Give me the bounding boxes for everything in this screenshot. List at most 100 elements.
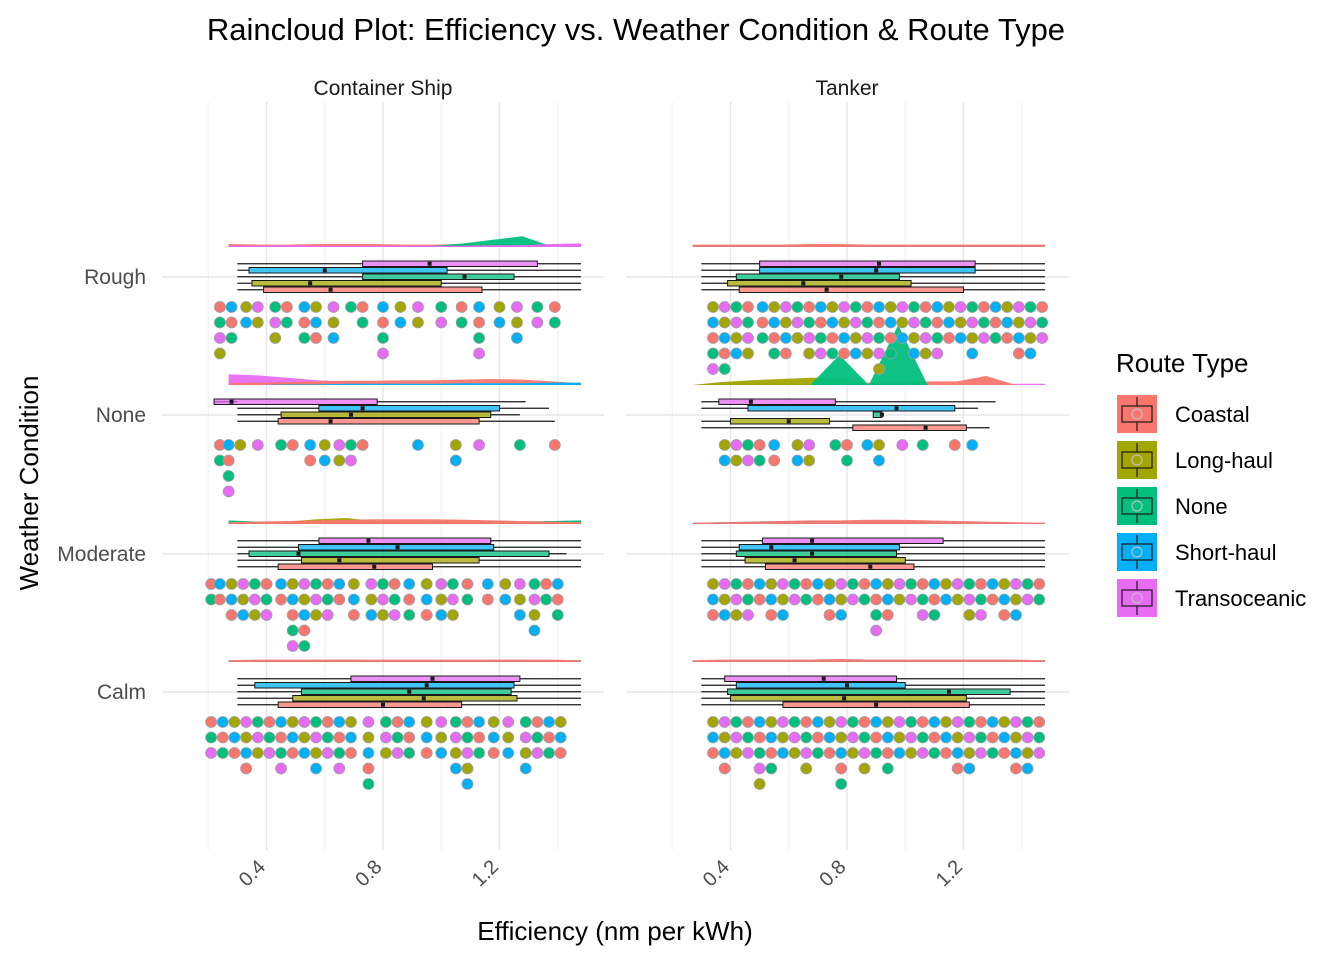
rain-point <box>963 762 976 775</box>
rain-point <box>554 731 567 744</box>
rain-point <box>730 347 743 360</box>
rain-point <box>304 439 317 451</box>
box-long-haul <box>251 280 442 287</box>
rain-point <box>768 347 781 360</box>
legend-key-point <box>1131 546 1143 558</box>
rain-point <box>298 716 311 728</box>
rain-point <box>986 747 999 759</box>
rain-point <box>826 301 839 313</box>
rain-point <box>377 301 389 313</box>
rain-point <box>365 578 378 590</box>
rain-point <box>986 578 999 590</box>
rain-point <box>380 716 392 728</box>
box-none <box>727 688 1011 695</box>
x-tick-label: 0.8 <box>815 856 850 891</box>
rain-point <box>849 316 862 329</box>
rain-point <box>849 347 862 360</box>
rain-point <box>779 316 792 329</box>
rain-point <box>240 316 253 329</box>
rain-point <box>791 454 804 467</box>
rain-point <box>768 439 781 451</box>
rain-point <box>213 578 226 590</box>
rain-point <box>1010 747 1022 759</box>
rain-point <box>811 593 824 606</box>
rain-point <box>461 747 474 759</box>
rain-point <box>225 301 238 313</box>
rain-point <box>730 454 743 467</box>
box-long-haul <box>744 557 906 564</box>
rain-point <box>333 578 346 590</box>
rain-point <box>975 578 987 590</box>
density-cloud-coastal <box>228 519 582 524</box>
rain-point <box>248 578 261 590</box>
rain-point <box>931 347 944 360</box>
rain-point <box>1036 301 1049 313</box>
rain-point <box>756 332 769 344</box>
rain-point <box>365 593 378 606</box>
rain-point <box>420 747 433 759</box>
rain-point <box>327 332 340 344</box>
rain-point <box>481 578 494 590</box>
rain-point <box>893 716 906 728</box>
rain-point <box>1010 593 1022 606</box>
rain-point <box>298 316 311 329</box>
rain-point <box>1010 578 1022 590</box>
box-none <box>300 688 512 695</box>
rain-point <box>908 332 920 344</box>
rain-point <box>963 731 976 744</box>
rain-point <box>730 578 743 590</box>
rain-point <box>280 301 293 313</box>
rain-point <box>554 747 567 759</box>
rain-point <box>327 301 340 313</box>
rain-point <box>803 316 816 329</box>
rain-point <box>310 593 322 606</box>
rain-point <box>365 609 378 621</box>
rain-point <box>707 363 719 375</box>
median-marker <box>868 564 873 569</box>
rain-point <box>718 609 731 621</box>
rain-point <box>502 747 515 759</box>
median-marker <box>786 419 791 424</box>
box-short-haul <box>318 405 500 412</box>
rain-point <box>940 716 952 728</box>
rain-point <box>1036 316 1049 329</box>
rain-point <box>1036 332 1049 344</box>
rain-point <box>873 363 885 375</box>
rain-point <box>998 731 1011 744</box>
rain-point <box>870 609 883 621</box>
rain-point <box>298 593 311 606</box>
box-transoceanic <box>718 398 836 405</box>
rain-point <box>788 731 801 744</box>
rain-point <box>963 609 976 621</box>
rain-point <box>928 731 941 744</box>
rain-point <box>286 439 299 451</box>
legend-label: Short-haul <box>1175 540 1277 565</box>
rain-point <box>519 731 532 744</box>
rain-point <box>435 747 448 759</box>
legend-item-coastal: Coastal <box>1117 395 1250 433</box>
rain-point <box>1033 578 1046 590</box>
rain-point <box>499 593 512 606</box>
rain-point <box>1033 731 1046 744</box>
rain-point <box>362 762 375 775</box>
box-coastal <box>764 563 915 570</box>
rain-point <box>260 578 273 590</box>
rain-point <box>730 332 743 344</box>
rain-point <box>730 301 743 313</box>
rain-point <box>362 778 375 790</box>
rain-point <box>846 716 859 728</box>
box-transoceanic <box>350 675 521 682</box>
rain-point <box>800 578 813 590</box>
rain-point <box>286 578 299 590</box>
rain-point <box>826 347 839 360</box>
rain-point <box>989 301 1002 313</box>
rain-point <box>310 731 322 744</box>
rain-point <box>718 363 731 375</box>
rain-point <box>275 439 287 451</box>
rain-point <box>707 347 719 360</box>
median-marker <box>296 551 301 556</box>
rain-point <box>388 578 401 590</box>
rain-point <box>893 731 906 744</box>
rain-point <box>823 716 836 728</box>
median-marker <box>810 538 815 543</box>
